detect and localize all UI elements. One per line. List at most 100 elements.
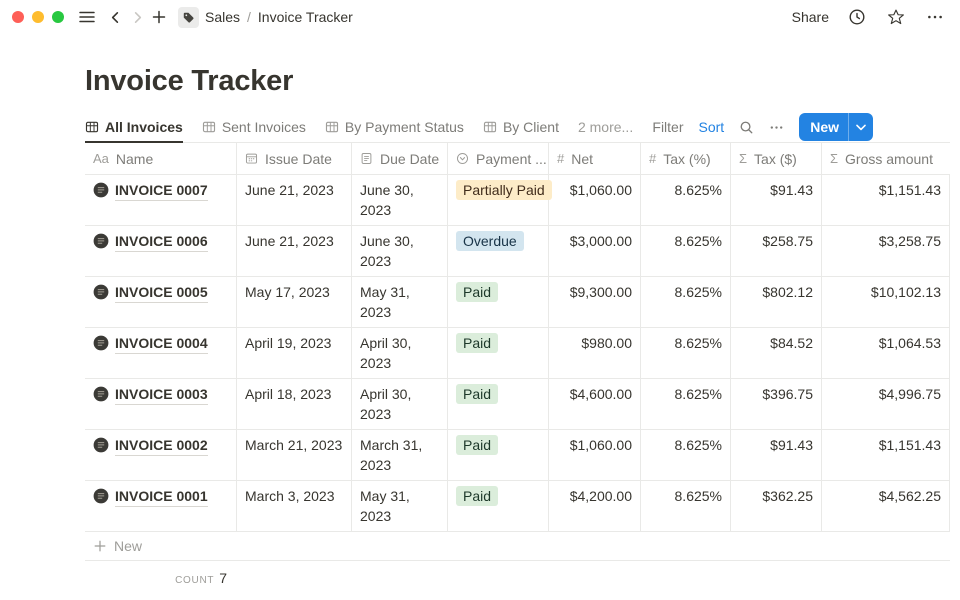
cell-gross[interactable]: $10,102.13 xyxy=(822,277,950,327)
workspace-tag-icon[interactable] xyxy=(178,6,199,28)
column-header-tax_usd[interactable]: Σ Tax ($) xyxy=(731,143,822,174)
cell-status[interactable]: Overdue xyxy=(448,226,549,276)
cell-due_date[interactable]: June 30, 2023 xyxy=(352,175,448,225)
cell-status[interactable]: Paid xyxy=(448,277,549,327)
cell-issue_date[interactable]: May 17, 2023 xyxy=(237,277,352,327)
cell-net[interactable]: $9,300.00 xyxy=(549,277,641,327)
tab-sent-invoices[interactable]: Sent Invoices xyxy=(202,112,306,143)
cell-name[interactable]: INVOICE 0004 xyxy=(85,328,237,378)
nav-forward-icon[interactable] xyxy=(126,6,148,28)
cell-issue_date[interactable]: April 19, 2023 xyxy=(237,328,352,378)
cell-issue_date[interactable]: March 3, 2023 xyxy=(237,481,352,531)
cell-due_date[interactable]: May 31, 2023 xyxy=(352,277,448,327)
filter-button[interactable]: Filter xyxy=(652,119,684,135)
tab-by-client[interactable]: By Client xyxy=(483,112,559,143)
invoice-link[interactable]: INVOICE 0003 xyxy=(115,384,208,405)
cell-tax_pct[interactable]: 8.625% xyxy=(641,430,731,480)
cell-status[interactable]: Paid xyxy=(448,430,549,480)
cell-status[interactable]: Paid xyxy=(448,481,549,531)
cell-tax_usd[interactable]: $84.52 xyxy=(731,328,822,378)
new-button-label[interactable]: New xyxy=(810,119,839,135)
cell-tax_pct[interactable]: 8.625% xyxy=(641,379,731,429)
invoice-link[interactable]: INVOICE 0006 xyxy=(115,231,208,252)
favorite-star-icon[interactable] xyxy=(885,6,907,28)
invoice-link[interactable]: INVOICE 0005 xyxy=(115,282,208,303)
cell-gross[interactable]: $3,258.75 xyxy=(822,226,950,276)
updates-clock-icon[interactable] xyxy=(846,6,868,28)
column-header-status[interactable]: Payment ... xyxy=(448,143,549,174)
cell-issue_date[interactable]: June 21, 2023 xyxy=(237,226,352,276)
cell-name[interactable]: INVOICE 0001 xyxy=(85,481,237,531)
cell-gross[interactable]: $1,151.43 xyxy=(822,175,950,225)
cell-due_date[interactable]: March 31, 2023 xyxy=(352,430,448,480)
cell-name[interactable]: INVOICE 0002 xyxy=(85,430,237,480)
cell-tax_pct[interactable]: 8.625% xyxy=(641,328,731,378)
breadcrumb-page[interactable]: Invoice Tracker xyxy=(257,9,353,25)
cell-tax_usd[interactable]: $802.12 xyxy=(731,277,822,327)
cell-tax_usd[interactable]: $91.43 xyxy=(731,430,822,480)
column-header-tax_pct[interactable]: # Tax (%) xyxy=(641,143,731,174)
cell-status[interactable]: Paid xyxy=(448,379,549,429)
column-header-name[interactable]: Aa Name xyxy=(85,143,237,174)
zoom-window-button[interactable] xyxy=(52,11,64,23)
cell-name[interactable]: INVOICE 0005 xyxy=(85,277,237,327)
cell-net[interactable]: $980.00 xyxy=(549,328,641,378)
new-button[interactable]: New xyxy=(799,113,873,141)
nav-back-icon[interactable] xyxy=(104,6,126,28)
cell-due_date[interactable]: April 30, 2023 xyxy=(352,328,448,378)
search-icon[interactable] xyxy=(739,120,754,135)
share-button[interactable]: Share xyxy=(791,9,829,25)
cell-tax_pct[interactable]: 8.625% xyxy=(641,277,731,327)
cell-status[interactable]: Paid xyxy=(448,328,549,378)
column-header-due_date[interactable]: Due Date xyxy=(352,143,448,174)
cell-net[interactable]: $1,060.00 xyxy=(549,175,641,225)
cell-due_date[interactable]: June 30, 2023 xyxy=(352,226,448,276)
new-page-icon[interactable] xyxy=(148,6,170,28)
cell-tax_usd[interactable]: $258.75 xyxy=(731,226,822,276)
sort-button[interactable]: Sort xyxy=(698,119,725,135)
cell-gross[interactable]: $1,064.53 xyxy=(822,328,950,378)
cell-tax_usd[interactable]: $362.25 xyxy=(731,481,822,531)
tab-by-payment-status[interactable]: By Payment Status xyxy=(325,112,464,143)
cell-name[interactable]: INVOICE 0006 xyxy=(85,226,237,276)
cell-due_date[interactable]: April 30, 2023 xyxy=(352,379,448,429)
count-calculation[interactable]: COUNT 7 xyxy=(85,561,237,586)
more-views-button[interactable]: 2 more... xyxy=(577,119,634,135)
cell-tax_pct[interactable]: 8.625% xyxy=(641,175,731,225)
cell-net[interactable]: $4,600.00 xyxy=(549,379,641,429)
cell-due_date[interactable]: May 31, 2023 xyxy=(352,481,448,531)
cell-issue_date[interactable]: March 21, 2023 xyxy=(237,430,352,480)
column-header-net[interactable]: # Net xyxy=(549,143,641,174)
cell-tax_usd[interactable]: $396.75 xyxy=(731,379,822,429)
sidebar-menu-icon[interactable] xyxy=(76,6,98,28)
cell-net[interactable]: $4,200.00 xyxy=(549,481,641,531)
tab-all-invoices[interactable]: All Invoices xyxy=(85,112,183,143)
cell-gross[interactable]: $4,996.75 xyxy=(822,379,950,429)
invoice-link[interactable]: INVOICE 0007 xyxy=(115,180,208,201)
new-row-button[interactable]: New xyxy=(85,532,950,561)
cell-name[interactable]: INVOICE 0007 xyxy=(85,175,237,225)
breadcrumb-workspace[interactable]: Sales xyxy=(205,9,241,25)
cell-gross[interactable]: $4,562.25 xyxy=(822,481,950,531)
cell-name[interactable]: INVOICE 0003 xyxy=(85,379,237,429)
cell-issue_date[interactable]: June 21, 2023 xyxy=(237,175,352,225)
minimize-window-button[interactable] xyxy=(32,11,44,23)
new-button-chevron-down-icon[interactable] xyxy=(848,113,873,141)
cell-net[interactable]: $3,000.00 xyxy=(549,226,641,276)
cell-net[interactable]: $1,060.00 xyxy=(549,430,641,480)
invoice-link[interactable]: INVOICE 0002 xyxy=(115,435,208,456)
cell-status[interactable]: Partially Paid xyxy=(448,175,552,225)
view-options-icon[interactable] xyxy=(769,120,784,135)
cell-issue_date[interactable]: April 18, 2023 xyxy=(237,379,352,429)
cell-tax_usd[interactable]: $91.43 xyxy=(731,175,822,225)
cell-tax_pct[interactable]: 8.625% xyxy=(641,226,731,276)
invoice-link[interactable]: INVOICE 0004 xyxy=(115,333,208,354)
cell-gross[interactable]: $1,151.43 xyxy=(822,430,950,480)
page-title[interactable]: Invoice Tracker xyxy=(85,65,294,97)
column-header-issue_date[interactable]: Issue Date xyxy=(237,143,352,174)
cell-tax_pct[interactable]: 8.625% xyxy=(641,481,731,531)
column-header-gross[interactable]: Σ Gross amount xyxy=(822,143,950,174)
close-window-button[interactable] xyxy=(12,11,24,23)
invoice-link[interactable]: INVOICE 0001 xyxy=(115,486,208,507)
more-options-icon[interactable] xyxy=(924,6,946,28)
